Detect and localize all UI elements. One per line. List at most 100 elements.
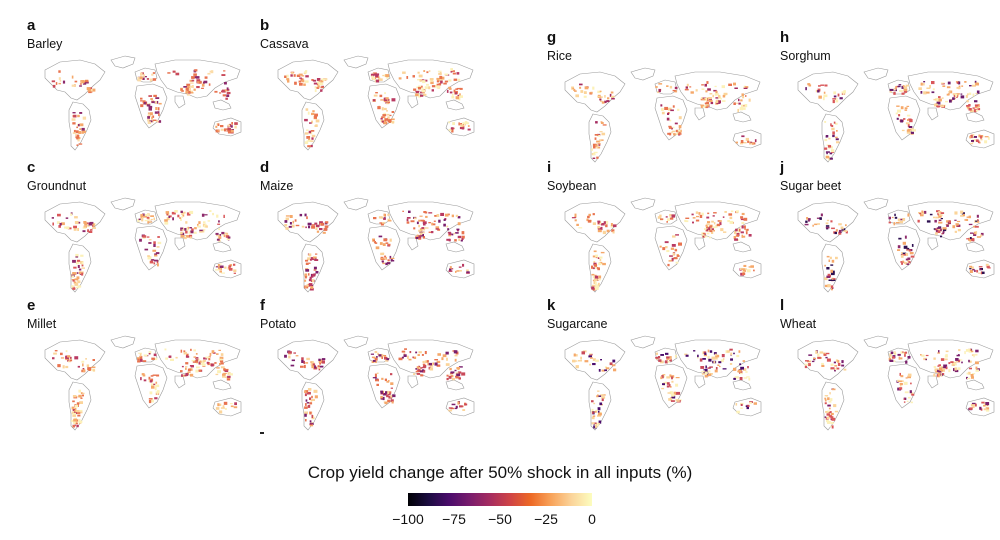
cropland-cell xyxy=(322,231,326,234)
cropland-cell xyxy=(71,285,74,288)
cropland-cell xyxy=(300,365,304,368)
cropland-cell xyxy=(979,406,982,410)
cropland-cell xyxy=(827,410,830,413)
cropland-cell xyxy=(193,356,197,358)
cropland-cell xyxy=(929,213,933,216)
cropland-cell xyxy=(53,352,57,355)
cropland-cell xyxy=(693,350,696,352)
cropland-cell xyxy=(583,95,587,98)
cropland-cell xyxy=(415,351,418,354)
colorbar-tick-label: −75 xyxy=(442,511,466,527)
cropland-cell xyxy=(57,364,61,368)
cropland-cell xyxy=(815,350,818,354)
cropland-cell xyxy=(715,97,719,99)
world-map xyxy=(564,197,762,293)
cropland-cell xyxy=(75,421,78,424)
cropland-cell xyxy=(380,99,384,101)
cropland-cell xyxy=(82,363,84,367)
cropland-cell xyxy=(387,380,390,382)
cropland-cell xyxy=(183,351,187,355)
cropland-cell xyxy=(899,357,903,360)
cropland-cell xyxy=(941,97,944,99)
cropland-cell xyxy=(966,216,970,218)
cropland-cell xyxy=(208,358,211,361)
cropland-cell xyxy=(308,253,312,257)
cropland-cell xyxy=(374,351,377,354)
cropland-cell xyxy=(672,252,675,256)
world-map xyxy=(277,197,475,293)
cropland-cell xyxy=(426,71,429,74)
cropland-cell xyxy=(452,72,456,75)
cropland-cell xyxy=(940,374,943,377)
cropland-cell xyxy=(148,105,153,109)
cropland-cell xyxy=(426,83,429,86)
cropland-cell xyxy=(821,364,825,367)
cropland-cell xyxy=(418,74,423,78)
cropland-cell xyxy=(227,128,231,132)
cropland-cell xyxy=(712,215,715,217)
cropland-cell xyxy=(968,223,973,226)
cropland-cell xyxy=(304,273,307,277)
cropland-cell xyxy=(580,90,584,93)
cropland-cell xyxy=(708,236,712,239)
cropland-cell xyxy=(906,114,911,117)
land-outline xyxy=(212,241,232,253)
cropland-cell xyxy=(219,270,222,273)
cropland-cell xyxy=(311,134,316,138)
cropland-cell xyxy=(193,231,197,234)
cropland-cell xyxy=(438,219,441,223)
cropland-cell xyxy=(685,354,689,357)
cropland-cell xyxy=(299,213,303,217)
cropland-cell xyxy=(89,87,93,90)
cropland-cell xyxy=(319,228,323,231)
cropland-cell xyxy=(592,143,597,147)
cropland-cell xyxy=(828,259,831,262)
cropland-cell xyxy=(595,254,598,258)
cropland-cell xyxy=(459,95,463,98)
cropland-cell xyxy=(714,93,717,96)
cropland-cell xyxy=(599,139,602,142)
cropland-cell xyxy=(462,263,465,267)
cropland-cell xyxy=(386,110,388,112)
cropland-cell xyxy=(903,88,908,92)
land-outline xyxy=(407,95,419,109)
cropland-cell xyxy=(831,388,836,391)
cropland-cell xyxy=(664,360,668,364)
cropland-cell xyxy=(137,358,140,361)
cropland-cell xyxy=(740,218,744,221)
cropland-cell xyxy=(945,366,948,370)
cropland-cell xyxy=(230,125,233,128)
cropland-cell xyxy=(164,348,167,351)
cropland-cell xyxy=(975,349,979,353)
cropland-cell xyxy=(715,367,718,370)
cropland-cell xyxy=(952,225,956,229)
cropland-cell xyxy=(90,229,93,231)
cropland-cell xyxy=(977,140,980,144)
cropland-cell xyxy=(215,407,220,410)
cropland-cell xyxy=(460,123,462,126)
cropland-cell xyxy=(700,104,704,107)
cropland-cell xyxy=(835,138,839,141)
cropland-cell xyxy=(721,100,726,102)
cropland-cell xyxy=(594,424,597,428)
cropland-cell xyxy=(69,359,73,362)
cropland-cell xyxy=(746,228,749,231)
cropland-cell xyxy=(180,210,183,213)
cropland-cell xyxy=(592,275,595,279)
cropland-cell xyxy=(372,377,377,379)
cropland-cell xyxy=(153,262,156,265)
cropland-cell xyxy=(837,93,840,97)
cropland-cell xyxy=(678,125,682,129)
cropland-cell xyxy=(806,217,809,220)
cropland-cell xyxy=(728,213,733,216)
cropland-cell xyxy=(309,402,313,405)
cropland-cell xyxy=(823,94,828,98)
cropland-cell xyxy=(319,365,324,368)
cropland-cell xyxy=(596,156,599,159)
cropland-cell xyxy=(657,356,661,359)
cropland-cell xyxy=(724,211,727,213)
cropland-cell xyxy=(889,359,894,362)
cropland-cell xyxy=(216,367,220,369)
cropland-cell xyxy=(948,220,951,224)
cropland-cell xyxy=(155,97,160,99)
